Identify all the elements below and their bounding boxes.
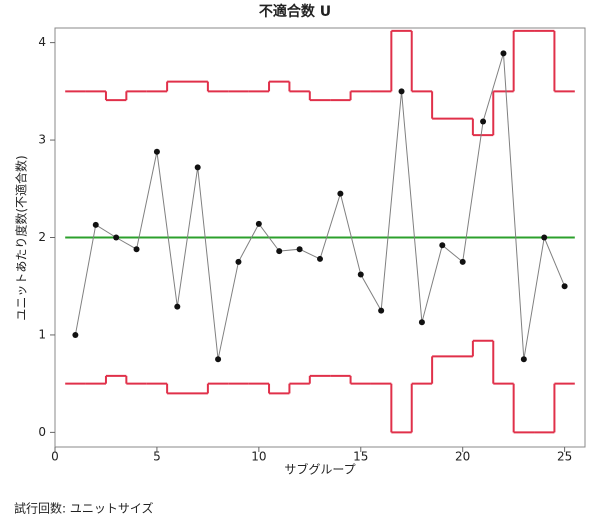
y-axis-label: ユニットあたり度数(不適合数) [14, 155, 29, 320]
data-point [153, 148, 160, 155]
data-point [398, 88, 405, 95]
data-point [520, 356, 527, 363]
chart-title: 不適合数 U [259, 3, 331, 20]
x-tick-label: 0 [51, 450, 59, 464]
data-point [296, 246, 303, 253]
x-tick-label: 25 [557, 450, 572, 464]
data-point [194, 164, 201, 171]
data-point [459, 258, 466, 265]
data-point [541, 234, 548, 241]
data-point [439, 242, 446, 249]
data-point [317, 255, 323, 262]
data-point [174, 303, 181, 310]
y-tick-label: 1 [38, 327, 46, 341]
data-point [500, 50, 507, 57]
x-tick-label: 5 [153, 450, 161, 464]
data-point [235, 258, 242, 265]
data-point [133, 246, 140, 253]
data-point [418, 319, 425, 326]
data-point [255, 220, 262, 227]
x-tick-label: 15 [353, 450, 368, 464]
data-point [276, 248, 283, 255]
data-point [337, 190, 344, 197]
data-point [357, 271, 364, 278]
footnote: 試行回数: ユニットサイズ [14, 501, 154, 516]
x-axis-label: サブグループ [284, 462, 355, 477]
data-point [113, 234, 120, 241]
data-point [378, 307, 385, 314]
data-point [480, 118, 487, 125]
data-point [561, 283, 568, 290]
data-point [215, 356, 222, 363]
data-point [72, 331, 79, 338]
y-tick-label: 2 [38, 230, 46, 244]
x-tick-label: 20 [455, 450, 470, 464]
data-point [92, 221, 99, 228]
y-tick-label: 4 [38, 35, 46, 49]
y-tick-label: 0 [38, 425, 46, 439]
x-tick-label: 10 [251, 450, 266, 464]
y-tick-label: 3 [38, 133, 46, 147]
